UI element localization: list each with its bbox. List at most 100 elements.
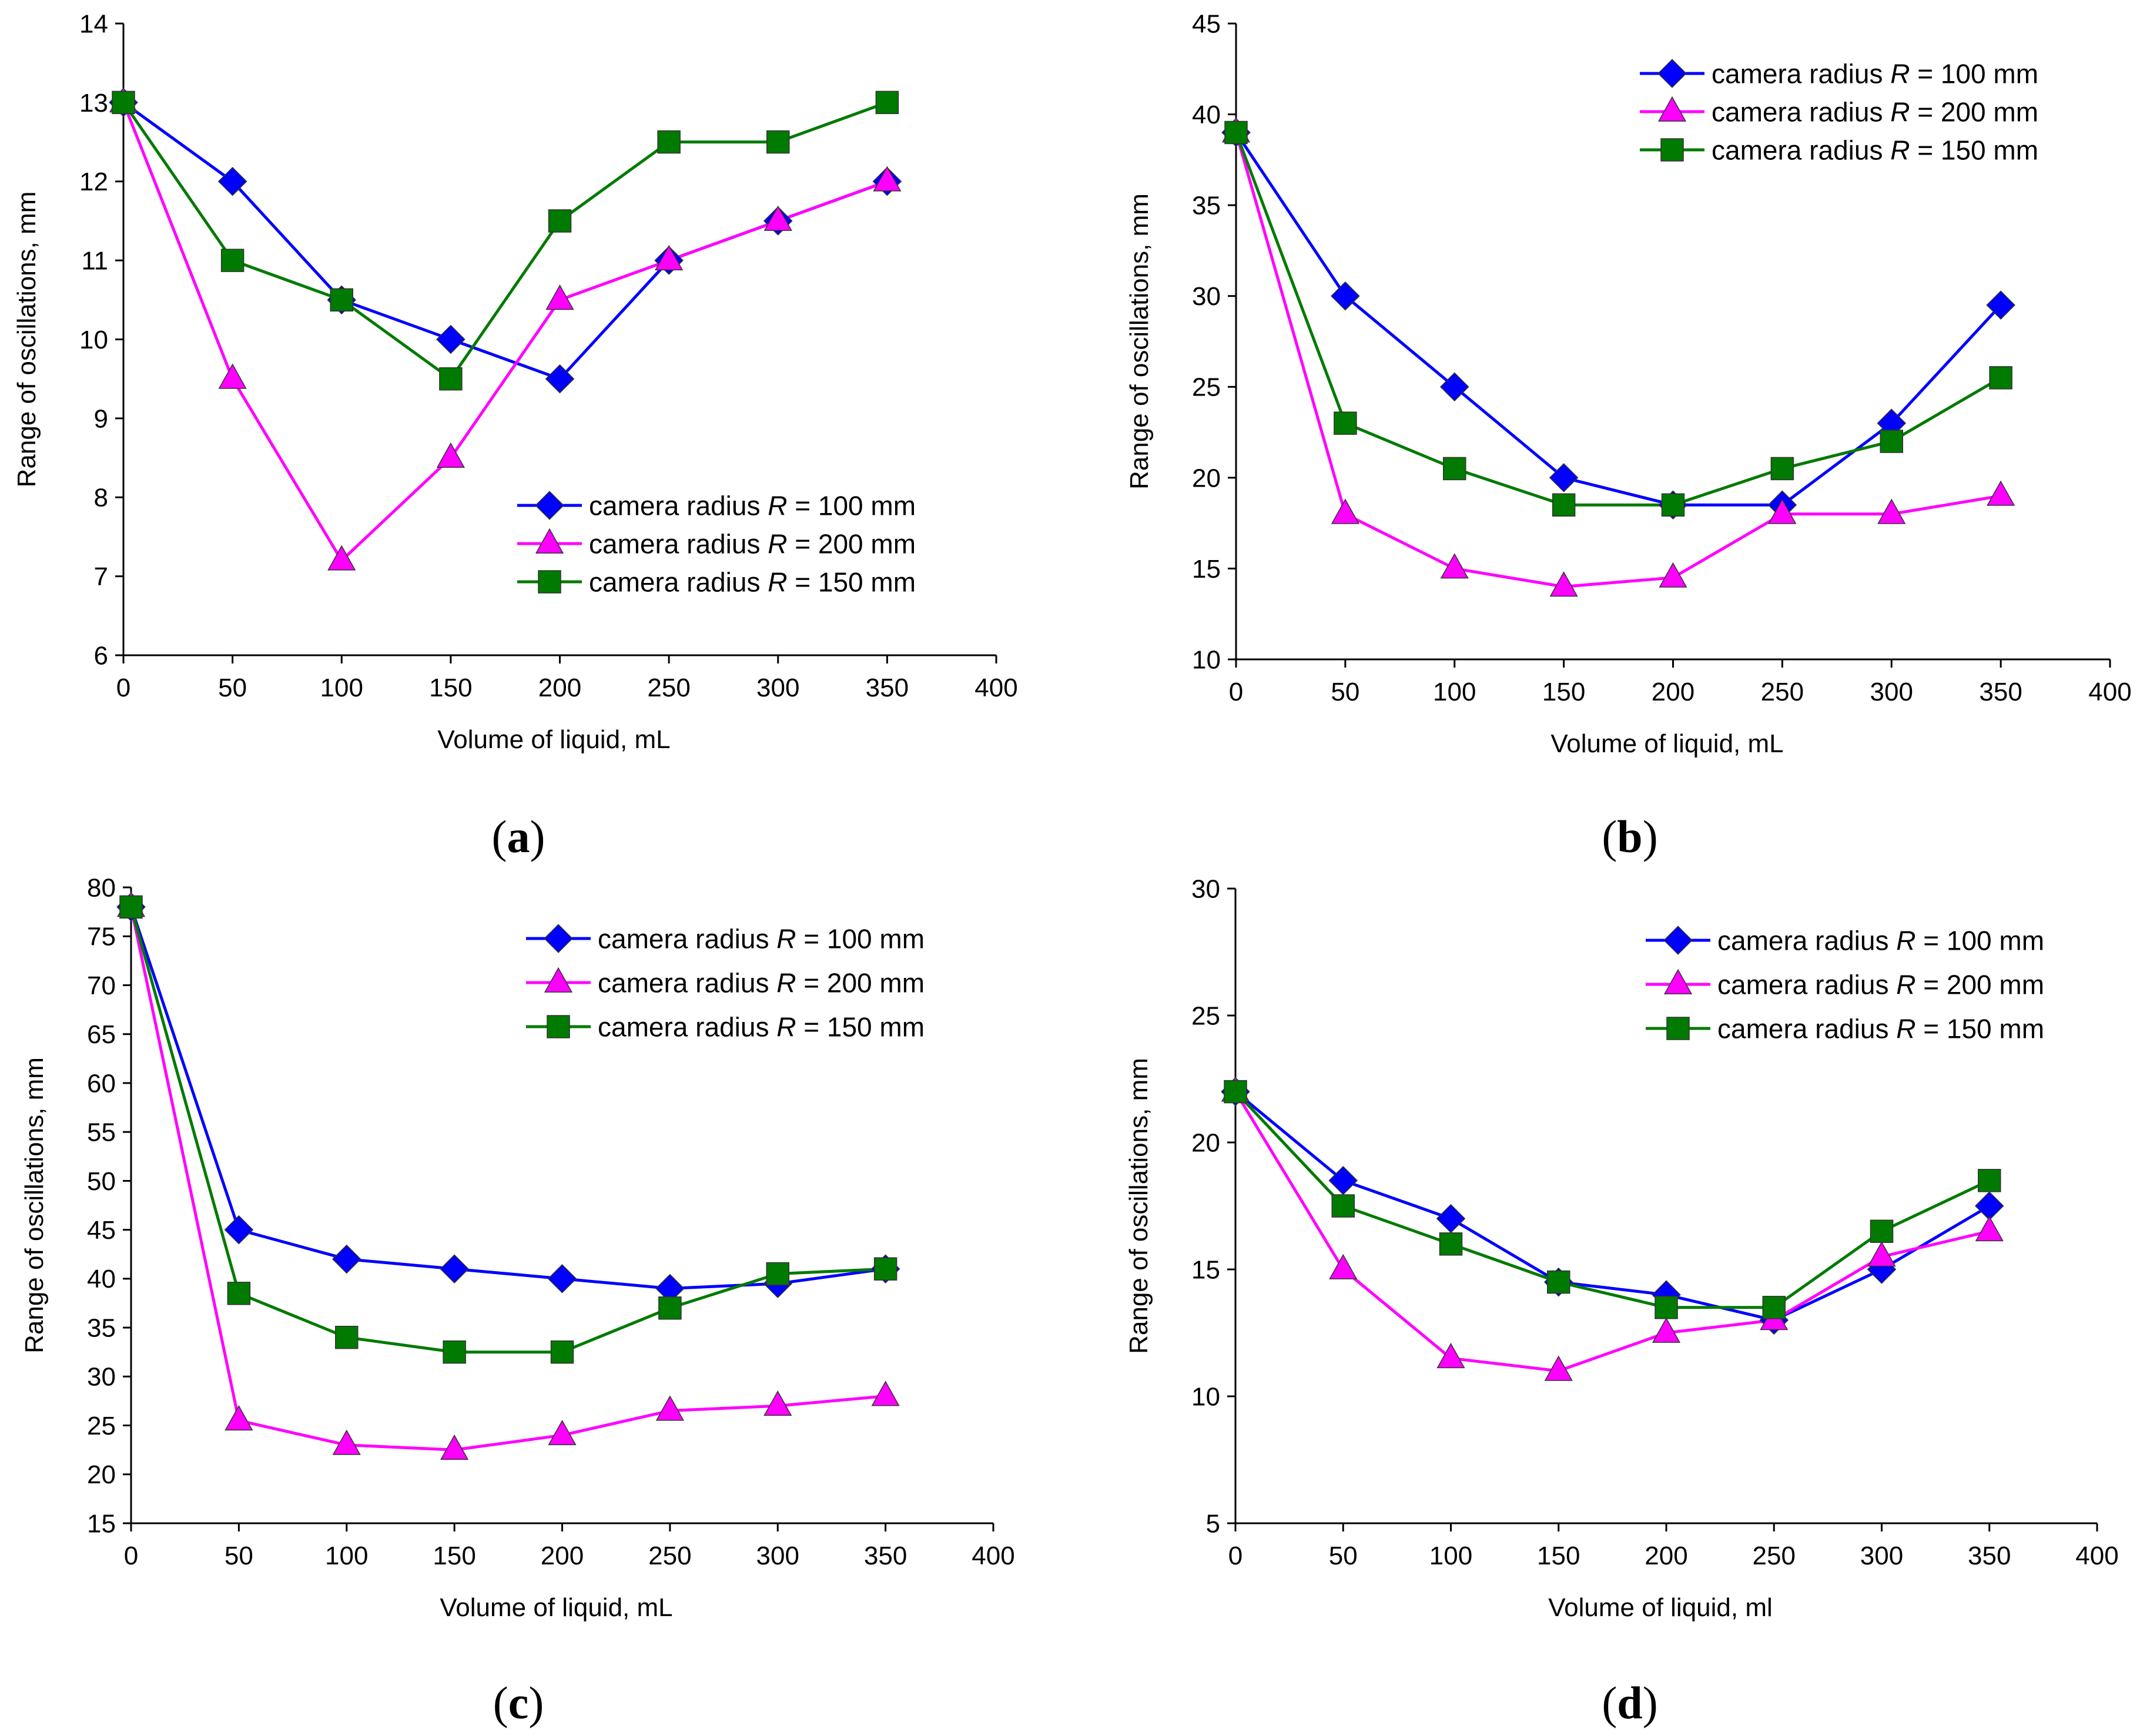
data-point-r200 (218, 363, 247, 389)
legend: camera radius R = 100 mm camera radius R … (1646, 926, 2044, 1044)
legend-marker-r200 (1657, 96, 1687, 122)
data-point-r150 (766, 1262, 789, 1286)
data-point-r100 (545, 364, 575, 394)
y-axis-title: Range of oscillations, mm (1125, 193, 1154, 490)
y-tick-label: 12 (79, 167, 108, 196)
data-point-r150 (227, 1282, 251, 1305)
x-tick-label: 350 (866, 673, 909, 702)
x-tick-label: 350 (1979, 678, 2022, 706)
y-tick-label: 45 (1192, 9, 1221, 38)
data-point-r200 (1659, 562, 1687, 588)
series-line-r200 (1234, 1091, 1990, 1373)
data-point-r200 (1329, 1254, 1358, 1279)
y-tick-label: 60 (87, 1069, 116, 1098)
legend-entry-r150: camera radius R = 150 mm (1712, 135, 2038, 166)
data-point-r100 (1436, 1204, 1466, 1234)
data-point-r150 (1224, 120, 1248, 145)
legend-entry-r200: camera radius R = 200 mm (598, 968, 925, 998)
y-tick-label: 70 (87, 971, 116, 1000)
data-point-r200 (873, 166, 902, 192)
x-tick-label: 0 (116, 673, 130, 702)
legend-marker-r150 (1660, 138, 1684, 162)
y-tick-label: 20 (1192, 464, 1221, 492)
data-point-r100 (1974, 1191, 2004, 1221)
legend-entry-r150: camera radius R = 150 mm (589, 567, 916, 598)
panel-label-d: (d) (1602, 1677, 1657, 1728)
x-tick-label: 350 (864, 1541, 907, 1570)
y-tick-label: 75 (87, 923, 116, 951)
x-tick-label: 200 (1645, 1541, 1687, 1570)
x-tick-label: 250 (647, 673, 690, 702)
x-tick-label: 350 (1968, 1541, 2011, 1570)
y-tick-label: 13 (79, 89, 108, 118)
data-point-r200 (1440, 553, 1469, 579)
series-line-r100 (1234, 132, 2002, 507)
legend-marker-r200 (1663, 968, 1693, 994)
data-point-r150 (443, 1340, 466, 1364)
data-point-r150 (1989, 366, 2012, 390)
data-point-r200 (1549, 571, 1578, 597)
data-point-r150 (1870, 1219, 1894, 1243)
data-point-r150 (119, 895, 143, 919)
y-tick-label: 10 (1191, 1382, 1220, 1411)
x-tick-label: 300 (1870, 678, 1913, 706)
data-point-r150 (330, 288, 353, 312)
data-point-r150 (1224, 1080, 1247, 1104)
legend-entry-r150: camera radius R = 150 mm (1717, 1014, 2044, 1044)
legend-marker-r100 (544, 924, 573, 953)
y-tick-label: 20 (87, 1460, 116, 1489)
x-tick-label: 150 (429, 673, 472, 702)
data-point-r200 (1867, 1241, 1896, 1267)
data-point-r200 (327, 545, 356, 571)
x-tick-label: 0 (1229, 678, 1243, 706)
x-axis-title: Volume of liquid, mL (440, 1593, 672, 1622)
data-point-r150 (548, 209, 572, 233)
data-point-r150 (1334, 411, 1357, 435)
y-tick-label: 7 (94, 562, 108, 591)
data-point-r150 (658, 1296, 682, 1320)
data-point-r150 (1880, 430, 1903, 453)
data-point-r200 (1768, 498, 1797, 524)
x-tick-label: 100 (320, 673, 363, 702)
data-point-r150 (875, 91, 899, 115)
x-tick-label: 100 (1429, 1541, 1472, 1570)
y-tick-label: 9 (94, 404, 108, 433)
y-tick-label: 15 (87, 1509, 116, 1538)
data-point-r150 (657, 130, 681, 154)
data-point-r100 (331, 1244, 361, 1274)
data-point-r150 (1439, 1232, 1463, 1256)
legend: camera radius R = 100 mm camera radius R … (517, 491, 916, 598)
x-tick-label: 50 (1329, 1541, 1358, 1570)
y-tick-label: 35 (1192, 192, 1221, 220)
chart-panel-a: 6 7 8 9 10 11 12 13 14 0 50 100 150 200 250 300 350 400 Vo… (12, 9, 1018, 862)
data-point-r150 (439, 367, 463, 391)
data-point-r200 (655, 1395, 684, 1421)
y-tick-label: 40 (87, 1265, 116, 1293)
y-tick-label: 30 (1192, 282, 1221, 311)
legend-entry-r100: camera radius R = 100 mm (1712, 59, 2038, 89)
data-point-r150 (1762, 1296, 1786, 1319)
legend-entry-r100: camera radius R = 100 mm (589, 491, 916, 521)
y-tick-label: 25 (1191, 1001, 1220, 1030)
y-tick-label: 15 (1192, 555, 1221, 584)
y-tick-label: 45 (87, 1216, 116, 1245)
data-point-r100 (547, 1264, 577, 1293)
data-point-r200 (1544, 1355, 1573, 1381)
data-point-r100 (1439, 372, 1469, 402)
data-point-r150 (766, 130, 790, 154)
data-point-r150 (1978, 1169, 2001, 1192)
data-point-r150 (1770, 457, 1794, 481)
data-point-r200 (1987, 480, 2015, 506)
data-point-r200 (871, 1380, 900, 1406)
x-tick-label: 100 (325, 1541, 368, 1570)
data-point-r200 (332, 1429, 361, 1455)
series-line-r200 (1234, 132, 2001, 588)
y-axis-title: Range of oscillations, mm (20, 1057, 49, 1353)
x-axis-title: Volume of liquid, mL (437, 725, 670, 754)
series-line-r150 (129, 906, 886, 1354)
y-tick-label: 5 (1206, 1509, 1220, 1538)
x-tick-label: 250 (1753, 1541, 1796, 1570)
data-point-r100 (217, 166, 247, 196)
